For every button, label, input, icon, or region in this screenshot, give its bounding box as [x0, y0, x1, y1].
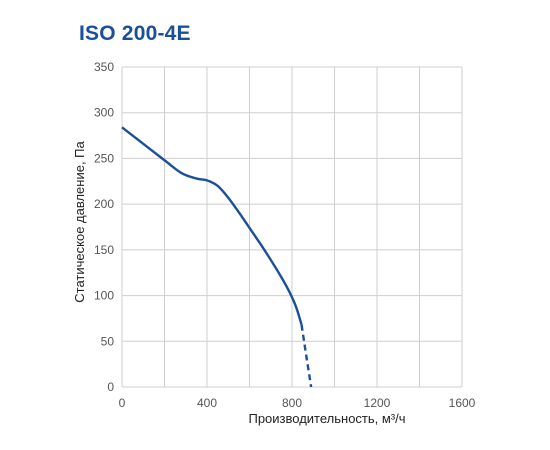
tick-labels: 0 50 100 150 200 250 300 350 0 400 800 1200 1600	[94, 60, 476, 410]
x-tick-label: 800	[282, 396, 302, 410]
y-tick-label: 300	[94, 106, 114, 120]
x-tick-label: 1200	[364, 396, 391, 410]
grid	[121, 66, 463, 388]
y-axis-label: Статическое давление, Па	[72, 141, 87, 303]
series-lines	[121, 126, 313, 388]
x-tick-label: 400	[197, 396, 217, 410]
y-tick-label: 150	[94, 243, 114, 257]
y-tick-label: 350	[94, 60, 114, 74]
chart-title: ISO 200-4E	[79, 22, 191, 45]
y-tick-label: 200	[94, 197, 114, 211]
y-tick-label: 250	[94, 151, 114, 165]
x-axis-label: Производительность, м³/ч	[248, 411, 405, 426]
x-tick-label: 1600	[449, 396, 476, 410]
y-tick-label: 100	[94, 289, 114, 303]
series-line-solid	[121, 126, 303, 326]
y-tick-label: 0	[107, 380, 114, 394]
series-line-dashed	[300, 324, 313, 388]
x-tick-label: 0	[119, 396, 126, 410]
y-tick-label: 50	[101, 334, 115, 348]
